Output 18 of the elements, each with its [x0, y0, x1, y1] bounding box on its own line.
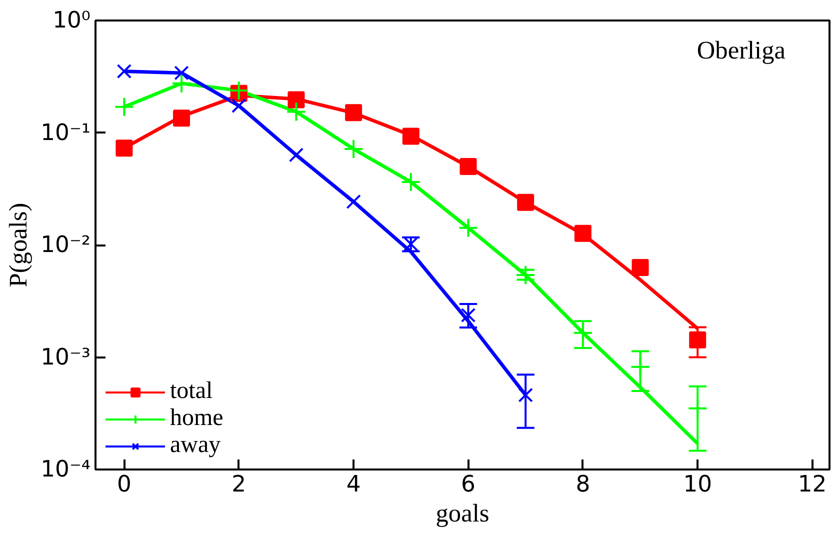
legend-label: away	[170, 432, 221, 459]
x-tick-label: 4	[346, 472, 361, 498]
x-tick-label: 10	[683, 472, 712, 498]
legend-label: home	[170, 405, 224, 432]
annotation: Oberliga	[696, 36, 786, 64]
y-tick-label: 10⁰	[52, 8, 91, 34]
y-tick-label: 10⁻³	[40, 344, 91, 370]
x-tick-label: 6	[461, 472, 476, 498]
y-axis-title: P(goals)	[4, 202, 33, 288]
y-tick-label: 10⁻²	[40, 232, 91, 258]
y-tick-label: 10⁻¹	[40, 120, 91, 146]
x-tick-label: 8	[576, 472, 590, 498]
legend-label: total	[170, 378, 213, 405]
y-tick-label: 10⁻⁴	[40, 456, 91, 482]
x-tick-label: 0	[116, 472, 132, 498]
x-tick-label: 2	[232, 472, 246, 498]
x-axis-title: goals	[436, 500, 490, 528]
x-tick-label: 12	[798, 472, 827, 498]
